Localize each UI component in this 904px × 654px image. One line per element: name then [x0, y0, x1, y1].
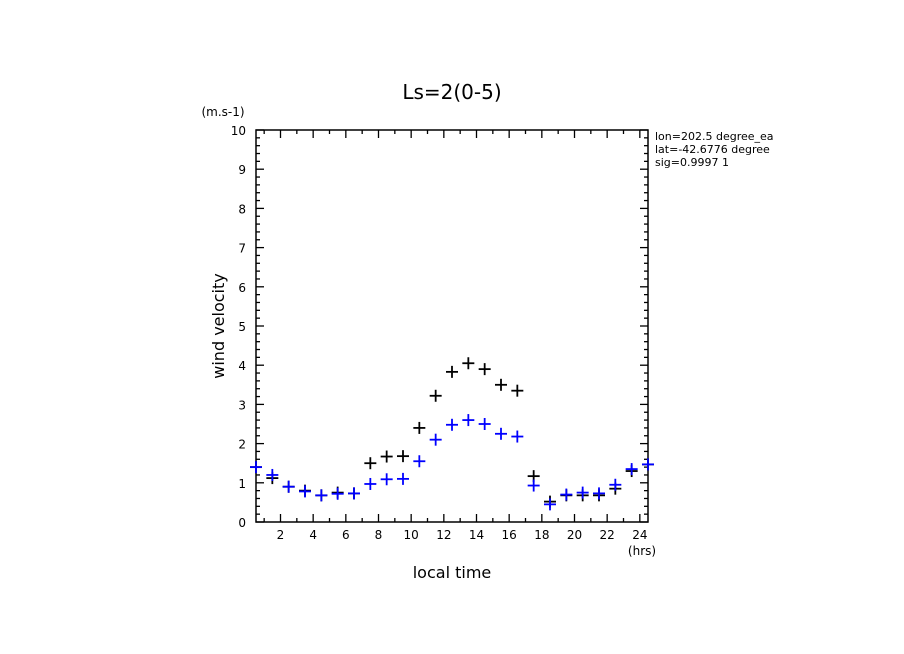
y-tick-label: 10 — [231, 124, 246, 138]
x-tick-label: 4 — [309, 528, 317, 542]
x-tick-label: 16 — [502, 528, 517, 542]
x-axis-label: local time — [413, 563, 492, 582]
data-point-series-2 — [348, 487, 360, 500]
data-point-series-2 — [478, 418, 491, 430]
data-point-series-2 — [511, 430, 524, 443]
x-tick-label: 20 — [567, 528, 582, 542]
info-line-lat: lat=-42.6776 degree — [655, 143, 770, 156]
data-point-series-1 — [380, 450, 393, 463]
data-point-series-1 — [413, 421, 426, 434]
x-tick-label: 10 — [404, 528, 419, 542]
data-point-series-2 — [429, 433, 442, 446]
info-clip — [780, 128, 904, 172]
data-point-series-2 — [576, 486, 589, 499]
data-point-series-2 — [331, 487, 344, 500]
data-point-series-1 — [364, 457, 377, 470]
y-axis-unit: (m.s-1) — [201, 105, 244, 119]
y-tick-label: 9 — [238, 163, 246, 177]
x-tick-label: 18 — [534, 528, 549, 542]
plot-frame — [255, 129, 649, 523]
x-tick-label: 2 — [277, 528, 285, 542]
x-tick-label: 6 — [342, 528, 350, 542]
x-axis-unit: (hrs) — [628, 544, 656, 558]
info-line-lon: lon=202.5 degree_ea — [655, 130, 774, 143]
data-point-series-2 — [282, 480, 295, 493]
x-tick-label: 14 — [469, 528, 484, 542]
data-point-series-2 — [609, 478, 622, 491]
data-point-series-2 — [250, 461, 262, 474]
data-point-series-2 — [364, 477, 377, 490]
chart-title: Ls=2(0-5) — [402, 80, 501, 104]
y-tick-label: 8 — [238, 202, 246, 216]
data-point-series-1 — [462, 357, 475, 370]
data-point-series-2 — [462, 414, 475, 427]
data-point-series-2 — [544, 498, 556, 511]
data-point-series-2 — [527, 479, 540, 492]
data-point-series-2 — [642, 458, 654, 471]
data-point-series-1 — [511, 384, 524, 397]
x-tick-label: 22 — [600, 528, 615, 542]
data-point-series-1 — [478, 363, 491, 376]
y-axis-label: wind velocity — [209, 273, 228, 378]
x-tick-label: 12 — [436, 528, 451, 542]
data-point-series-2 — [560, 488, 573, 501]
data-point-series-1 — [446, 365, 458, 378]
data-point-series-2 — [299, 485, 311, 498]
axis-ticks — [256, 129, 648, 523]
y-tick-label: 5 — [238, 320, 246, 334]
info-line-sig: sig=0.9997 1 — [655, 156, 729, 169]
data-point-series-1 — [397, 450, 409, 463]
data-point-series-2 — [446, 418, 458, 431]
y-tick-label: 3 — [238, 398, 246, 412]
data-point-series-2 — [495, 427, 507, 440]
data-point-series-1 — [495, 378, 507, 391]
data-point-series-2 — [625, 463, 638, 476]
y-tick-label: 1 — [238, 477, 246, 491]
y-tick-label: 0 — [238, 516, 246, 530]
y-tick-label: 4 — [238, 359, 246, 373]
data-point-series-2 — [397, 472, 409, 485]
x-tick-label: 8 — [375, 528, 383, 542]
data-point-series-2 — [380, 473, 393, 486]
data-point-series-2 — [315, 489, 328, 502]
y-tick-label: 2 — [238, 438, 246, 452]
data-point-series-2 — [266, 468, 279, 481]
data-marks — [250, 357, 654, 511]
data-point-series-2 — [413, 455, 426, 468]
data-point-series-1 — [429, 389, 442, 402]
y-tick-label: 7 — [238, 242, 246, 256]
data-point-series-2 — [593, 487, 605, 500]
y-tick-label: 6 — [238, 281, 246, 295]
x-tick-label: 24 — [632, 528, 647, 542]
